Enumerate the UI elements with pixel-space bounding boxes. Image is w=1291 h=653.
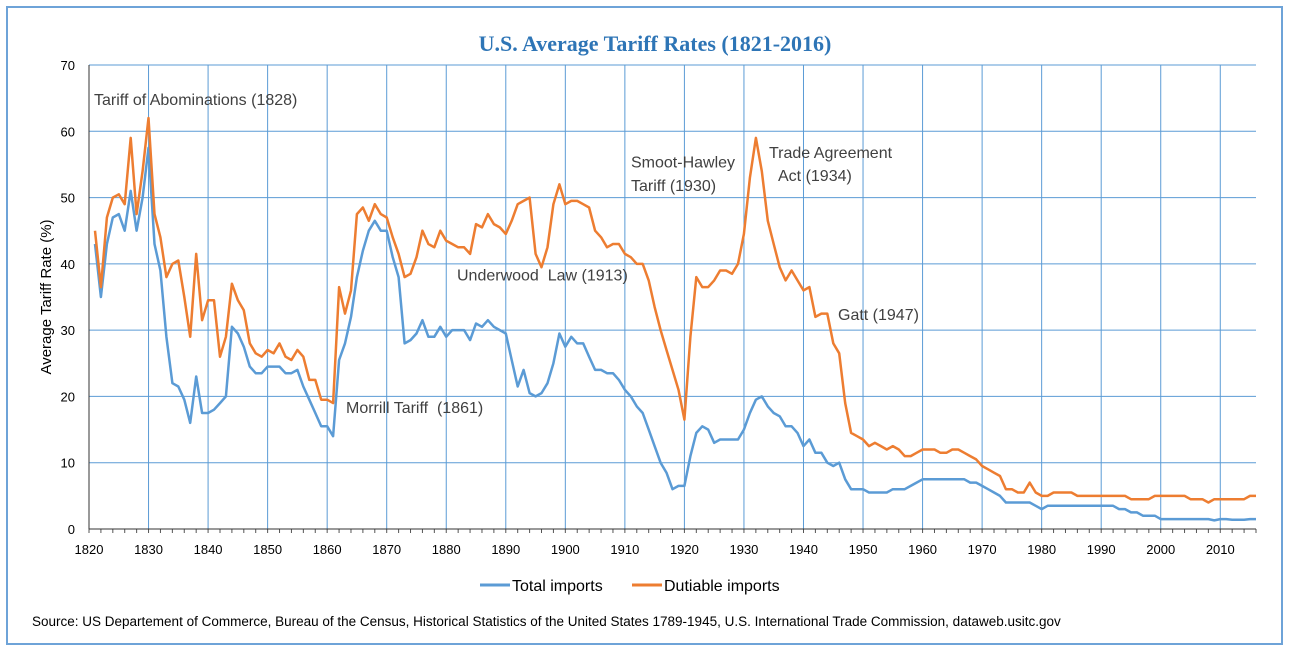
series-line-total-imports xyxy=(93,146,1256,522)
source-note: Source: US Departement of Commerce, Bure… xyxy=(32,614,1061,629)
annotation: Trade Agreement xyxy=(769,145,893,162)
y-tick-label: 50 xyxy=(61,191,75,206)
chart-title: U.S. Average Tariff Rates (1821-2016) xyxy=(479,31,832,56)
x-tick-label: 1820 xyxy=(75,542,104,557)
annotations: Tariff of Abominations (1828) Morrill Tar… xyxy=(94,92,919,417)
x-tick-label: 1910 xyxy=(610,542,639,557)
axes: 0 10 20 30 40 50 60 70 1820 1830 1840 1850 1860 1870 1… xyxy=(61,58,1257,557)
y-tick-label: 20 xyxy=(61,389,75,404)
x-tick-label: 1980 xyxy=(1027,542,1056,557)
series-line-dutiable-imports xyxy=(93,116,1256,504)
x-tick-label: 1930 xyxy=(729,542,758,557)
x-tick-label: 1900 xyxy=(551,542,580,557)
x-tick-label: 1880 xyxy=(432,542,461,557)
x-tick-label: 1990 xyxy=(1087,542,1116,557)
legend-label-dutiable-imports: Dutiable imports xyxy=(664,578,780,595)
annotation: Morrill Tariff (1861) xyxy=(346,400,483,417)
annotation: Tariff of Abominations (1828) xyxy=(94,92,297,109)
grid xyxy=(88,64,1256,529)
x-tick-label: 1860 xyxy=(313,542,342,557)
x-tick-label: 1890 xyxy=(491,542,520,557)
series xyxy=(93,116,1256,522)
y-tick-label: 60 xyxy=(61,124,75,139)
annotation: Act (1934) xyxy=(778,168,852,185)
x-tick-label: 1960 xyxy=(908,542,937,557)
x-tick-label: 1870 xyxy=(372,542,401,557)
x-tick-label: 1940 xyxy=(789,542,818,557)
y-tick-label: 40 xyxy=(61,257,75,272)
annotation: Gatt (1947) xyxy=(838,307,919,324)
y-tick-label: 30 xyxy=(61,323,75,338)
legend-label-total-imports: Total imports xyxy=(512,578,603,595)
x-tick-label: 2010 xyxy=(1206,542,1235,557)
y-tick-label: 10 xyxy=(61,456,75,471)
annotation: Underwood Law (1913) xyxy=(457,267,628,284)
y-axis-label: Average Tariff Rate (%) xyxy=(38,219,55,374)
x-tick-label: 1970 xyxy=(968,542,997,557)
x-tick-label: 1830 xyxy=(134,542,163,557)
y-tick-label: 70 xyxy=(61,58,75,73)
x-tick-label: 2000 xyxy=(1146,542,1175,557)
x-tick-label: 1950 xyxy=(849,542,878,557)
annotation: Smoot-Hawley xyxy=(631,155,735,172)
legend: Total imports Dutiable imports xyxy=(480,578,780,595)
chart-frame xyxy=(6,6,1283,645)
x-tick-label: 1920 xyxy=(670,542,699,557)
x-tick-label: 1850 xyxy=(253,542,282,557)
annotation: Tariff (1930) xyxy=(631,178,716,195)
x-tick-label: 1840 xyxy=(194,542,223,557)
y-tick-label: 0 xyxy=(68,522,75,537)
